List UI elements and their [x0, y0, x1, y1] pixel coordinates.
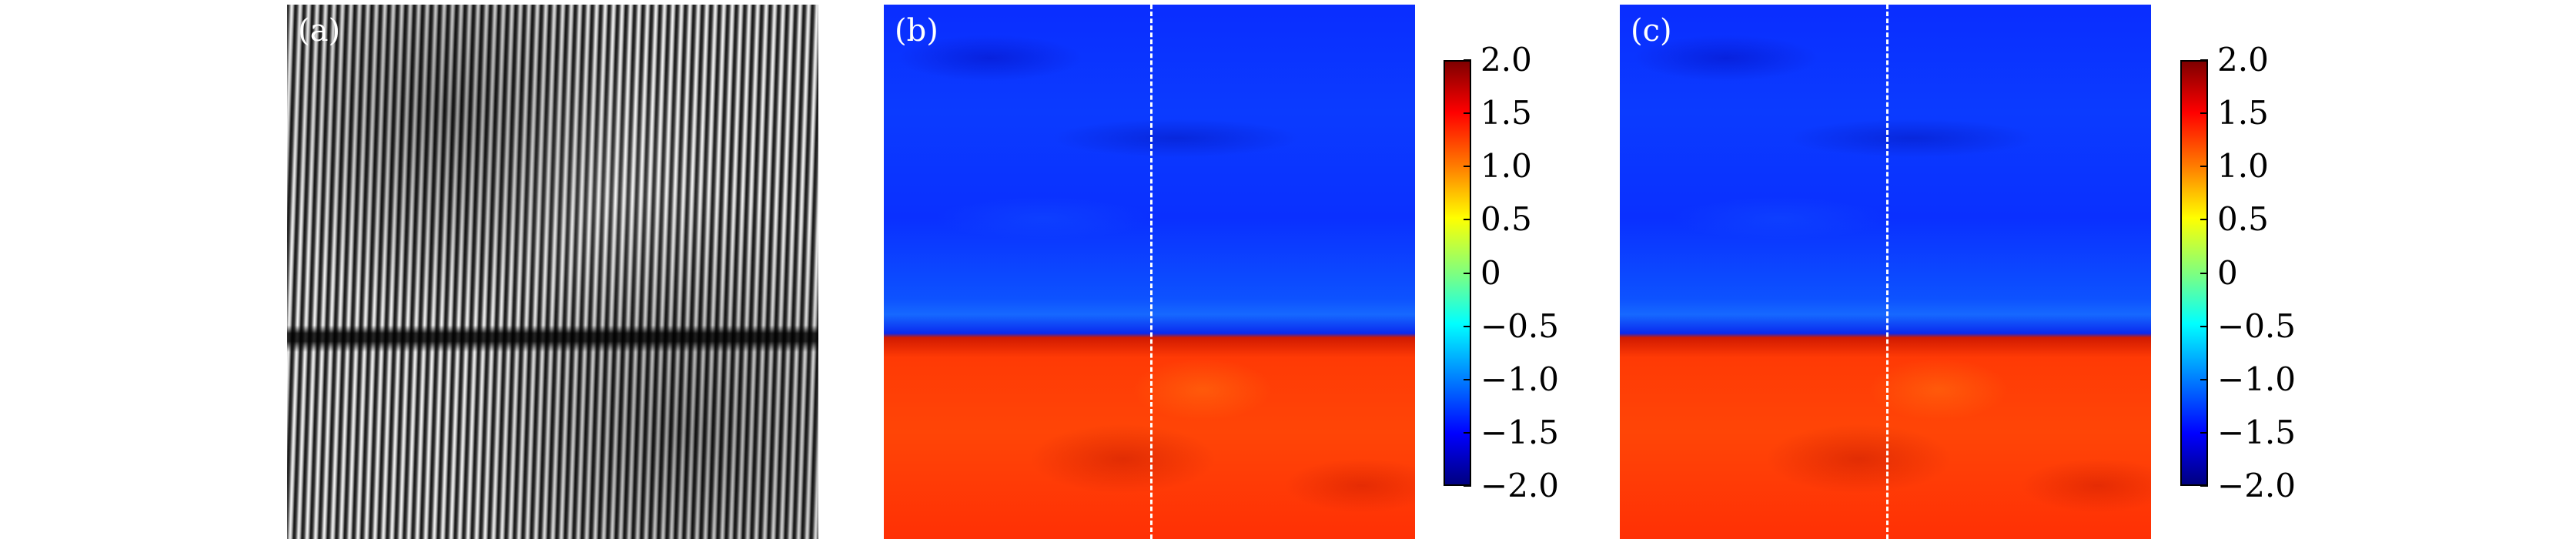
phase-map-image-b: [884, 5, 1415, 539]
colorbar-tick-mark-c: [2200, 219, 2208, 221]
colorbar-tick-label-c: 1.0: [2217, 147, 2269, 186]
colorbar-tick-label-c: 1.5: [2217, 94, 2269, 132]
colorbar-tick-label-b: −1.5: [1480, 413, 1559, 451]
dashed-profile-line-c: [1886, 5, 1889, 539]
panel-label-c: (c): [1631, 13, 1672, 49]
phase-map-panel-b: (b): [884, 5, 1415, 539]
colorbar-tick-label-b: 2.0: [1480, 41, 1532, 79]
colorbar-tick-label-b: 1.0: [1480, 147, 1532, 186]
phase-map-image-c: [1620, 5, 2151, 539]
colorbar-tick-mark-b: [1464, 219, 1471, 221]
dashed-profile-line-b: [1150, 5, 1153, 539]
colorbar-tick-mark-c: [2200, 166, 2208, 168]
colorbar-tick-mark-b: [1464, 378, 1471, 380]
colorbar-tick-label-c: 0.5: [2217, 200, 2269, 239]
colorbar-tick-label-c: −1.5: [2217, 413, 2296, 451]
colorbar-tick-label-b: 1.5: [1480, 94, 1532, 132]
colorbar-tick-mark-b: [1464, 485, 1471, 487]
colorbar-tick-label-b: −0.5: [1480, 306, 1559, 345]
colorbar-tick-mark-b: [1464, 325, 1471, 327]
colorbar-tick-mark-c: [2200, 431, 2208, 434]
colorbar-tick-label-c: −1.0: [2217, 360, 2296, 398]
colorbar-tick-mark-b: [1464, 166, 1471, 168]
colorbar-tick-mark-c: [2200, 272, 2208, 274]
colorbar-tick-label-b: −2.0: [1480, 467, 1559, 504]
colorbar-tick-label-c: 2.0: [2217, 41, 2269, 79]
colorbar-tick-mark-b: [1464, 59, 1471, 61]
colorbar-tick-label-c: −0.5: [2217, 306, 2296, 345]
colorbar-tick-mark-c: [2200, 59, 2208, 61]
phase-map-panel-c: (c): [1620, 5, 2151, 539]
colorbar-tick-mark-c: [2200, 485, 2208, 487]
colorbar-tick-label-c: −2.0: [2217, 467, 2296, 504]
colorbar-tick-mark-b: [1464, 431, 1471, 434]
panel-label-a: (a): [298, 13, 341, 49]
colorbar-tick-mark-b: [1464, 112, 1471, 115]
interference-fringe-image: [287, 5, 818, 539]
colorbar-tick-mark-c: [2200, 112, 2208, 115]
colorbar-tick-mark-c: [2200, 325, 2208, 327]
panel-label-b: (b): [895, 13, 938, 49]
colorbar-tick-mark-b: [1464, 272, 1471, 274]
colorbar-tick-label-b: −1.0: [1480, 360, 1559, 398]
fringe-image-panel: (a): [287, 5, 818, 539]
colorbar-tick-label-b: 0.5: [1480, 200, 1532, 239]
colorbar-tick-label-c: 0: [2217, 253, 2238, 292]
colorbar-tick-mark-c: [2200, 378, 2208, 380]
colorbar-tick-label-b: 0: [1480, 253, 1501, 292]
